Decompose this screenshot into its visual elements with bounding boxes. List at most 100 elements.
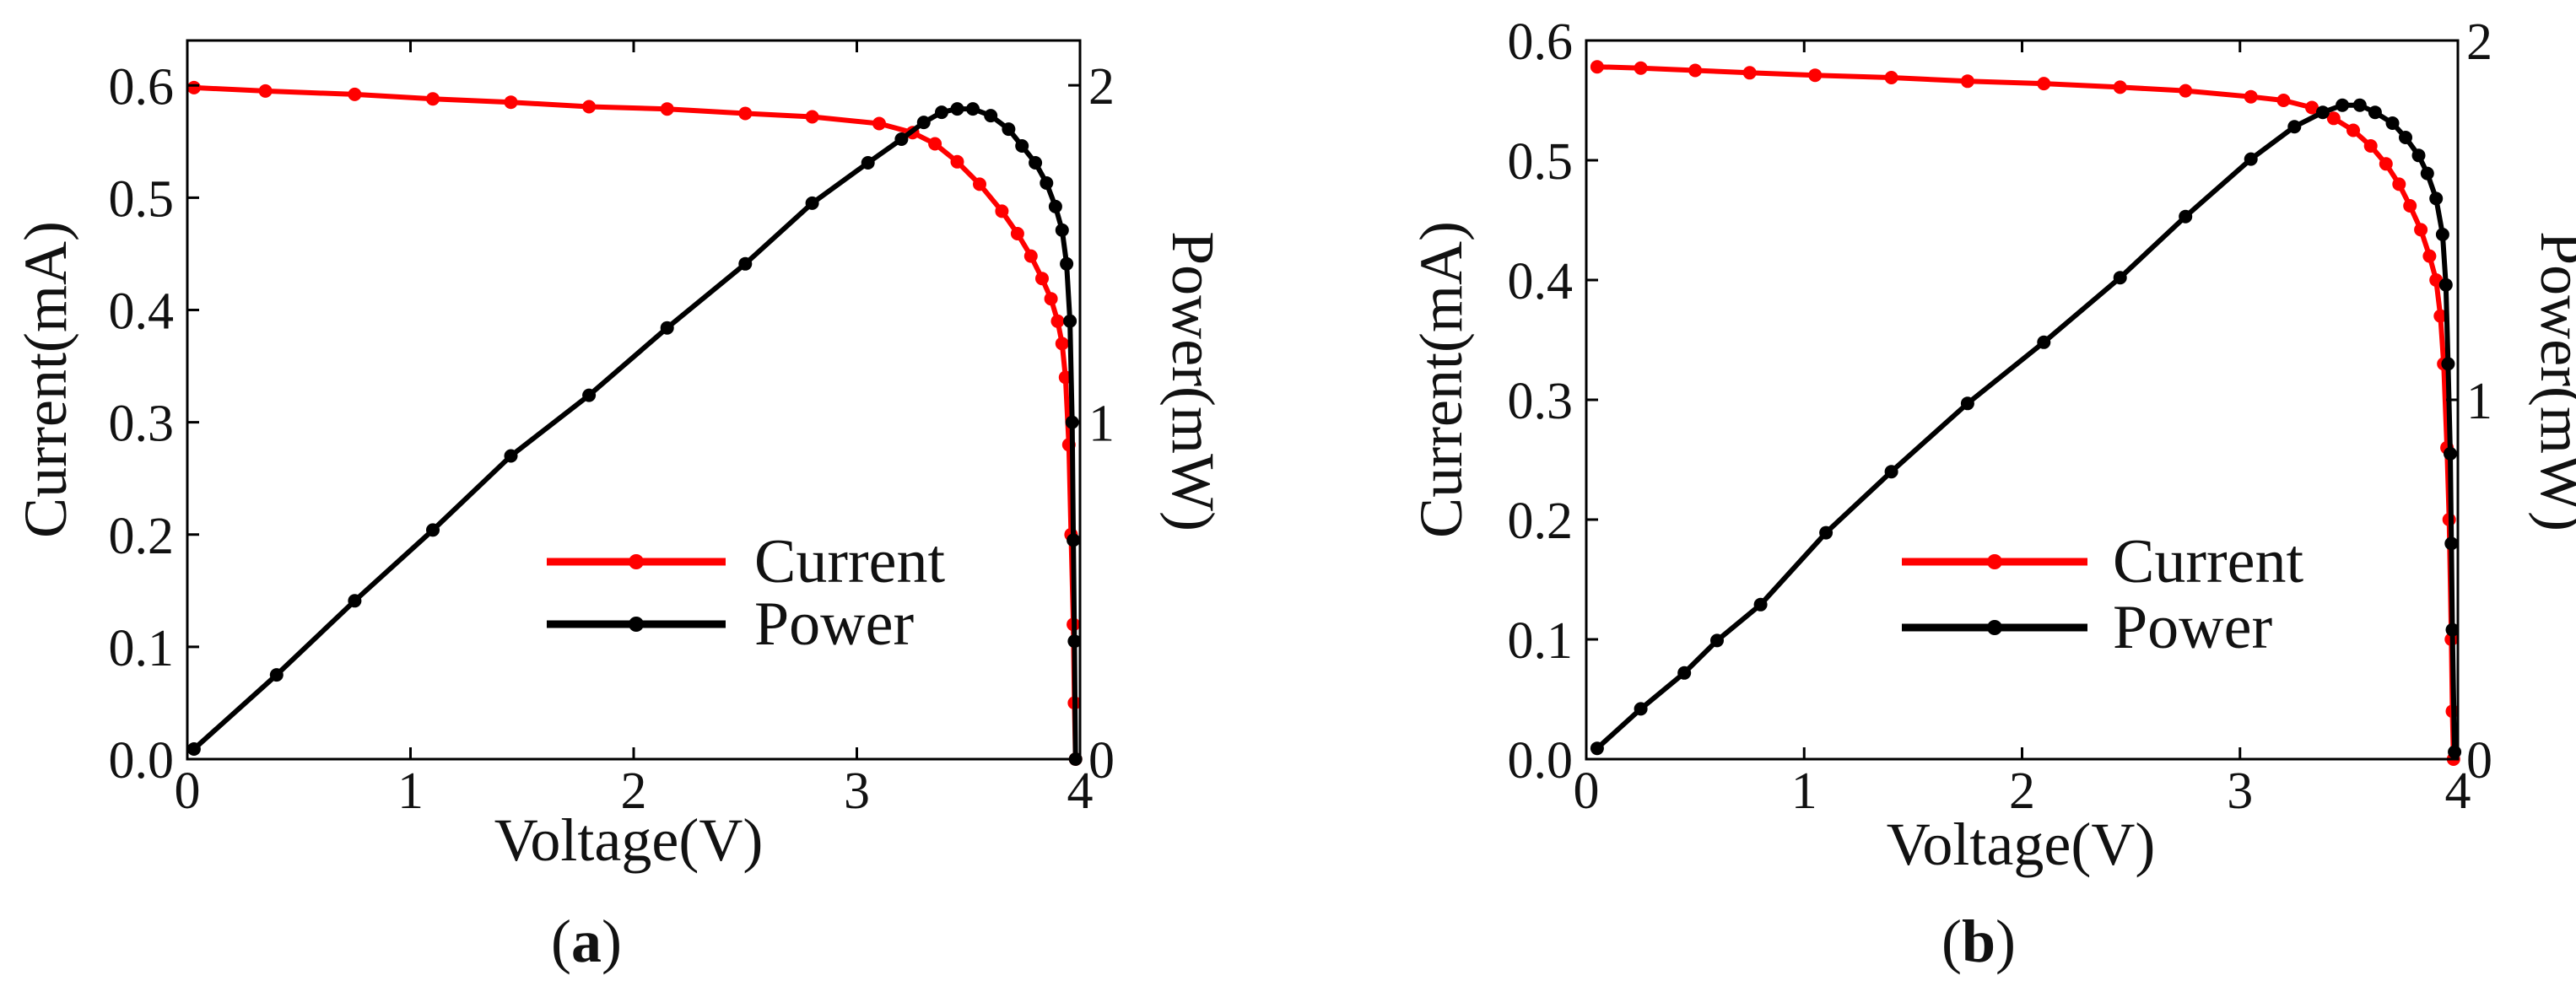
power-point-b-2: [1677, 666, 1692, 680]
x-tick-label-b-3: 3: [2227, 763, 2253, 820]
current-point-b-4: [1808, 68, 1823, 83]
legend-b: Current Power: [1902, 527, 2303, 662]
panel-label-a: (a): [551, 908, 622, 975]
power-point-b-21: [2429, 191, 2444, 206]
power-point-a-5: [582, 388, 597, 402]
current-point-b-7: [2037, 77, 2051, 91]
current-point-a-20: [1055, 337, 1069, 351]
y-axis-title-b: Current(mA): [1407, 221, 1475, 538]
current-point-a-1: [258, 84, 273, 98]
current-point-b-3: [1742, 66, 1757, 80]
current-point-b-12: [2305, 100, 2319, 115]
current-point-a-9: [872, 116, 886, 131]
current-point-a-2: [348, 87, 362, 101]
current-point-a-7: [738, 106, 753, 121]
power-point-b-0: [1590, 741, 1604, 756]
power-point-b-22: [2435, 228, 2449, 241]
legend-current-marker-b: [1987, 554, 2002, 569]
power-point-b-14: [2336, 98, 2350, 112]
current-point-b-16: [2379, 157, 2393, 171]
x-axis-title-a: Voltage(V): [494, 806, 764, 874]
power-point-b-25: [2444, 446, 2457, 461]
power-point-a-2: [348, 594, 362, 608]
power-point-b-27: [2445, 622, 2460, 637]
power-point-b-3: [1710, 633, 1724, 648]
power-point-a-10: [894, 132, 909, 146]
power-point-b-6: [1884, 465, 1898, 479]
chart-panel-a: 0 1 2 3 4 0.0 0.1 0.2 0.3 0.4 0.5 0.6 0 1 2 Voltage(V)…: [12, 39, 1227, 975]
power-point-a-16: [1002, 122, 1016, 137]
x-tick-label-b-2: 2: [2009, 763, 2035, 820]
current-point-a-11: [928, 137, 942, 151]
power-point-b-19: [2411, 148, 2426, 163]
y2-tick-label-b-1: 1: [2466, 373, 2492, 430]
current-point-b-5: [1884, 71, 1898, 84]
y-axis-title-a: Current(mA): [12, 221, 79, 538]
legend-power-marker-a: [629, 617, 644, 632]
power-point-a-22: [1060, 256, 1074, 271]
legend-current-marker-a: [629, 554, 644, 569]
current-point-a-0: [186, 80, 201, 94]
y2-tick-label-b-0: 0: [2466, 732, 2492, 790]
power-point-a-9: [861, 156, 875, 170]
y-tick-label-b-2: 0.2: [1508, 493, 1574, 550]
plot-layer-a: [186, 80, 1083, 766]
power-point-b-23: [2438, 278, 2453, 292]
power-point-a-21: [1055, 223, 1069, 237]
y-tick-label-a-4: 0.4: [109, 283, 175, 341]
power-point-a-8: [805, 196, 819, 210]
power-point-a-4: [504, 449, 518, 463]
current-point-a-19: [1050, 314, 1065, 328]
ticks-a: 0 1 2 3 4 0.0 0.1 0.2 0.3 0.4 0.5 0.6 0 1 2: [109, 40, 1115, 820]
y-tick-label-b-0: 0.0: [1508, 732, 1574, 790]
power-point-b-9: [2113, 271, 2127, 285]
power-point-a-23: [1063, 314, 1077, 328]
y2-tick-label-a-0: 0: [1088, 732, 1115, 790]
current-point-a-8: [805, 110, 819, 124]
power-point-a-13: [950, 102, 964, 116]
y-tick-label-b-5: 0.5: [1508, 133, 1574, 191]
power-point-a-11: [916, 116, 931, 130]
power-point-b-15: [2352, 98, 2367, 112]
power-point-b-10: [2179, 209, 2193, 224]
y2-axis-title-b: Power(mW): [2528, 231, 2576, 531]
current-point-b-19: [2414, 223, 2428, 237]
power-point-a-26: [1067, 634, 1082, 649]
current-point-b-11: [2276, 94, 2291, 107]
current-point-b-1: [1634, 61, 1648, 75]
legend-power-marker-b: [1987, 620, 2002, 635]
plot-layer-b: [1590, 60, 2462, 766]
power-point-b-13: [2315, 105, 2330, 120]
power-point-a-15: [984, 109, 998, 123]
power-point-a-1: [269, 668, 284, 682]
power-point-a-7: [738, 256, 753, 271]
legend-current-label-b: Current: [2113, 527, 2303, 596]
power-point-b-28: [2448, 745, 2462, 759]
current-point-a-14: [995, 204, 1009, 218]
x-tick-label-b-1: 1: [1791, 763, 1817, 820]
y2-tick-label-a-2: 2: [1088, 58, 1115, 116]
power-point-b-11: [2244, 152, 2258, 166]
panel-label-close-a: ): [602, 908, 622, 975]
panel-label-letter-a: a: [571, 908, 602, 975]
power-point-a-18: [1029, 156, 1043, 170]
power-point-b-16: [2368, 105, 2382, 120]
x-tick-label-a-0: 0: [175, 763, 201, 820]
power-point-b-4: [1753, 597, 1768, 612]
y2-tick-label-b-2: 2: [2466, 13, 2492, 71]
power-point-b-18: [2399, 131, 2412, 144]
y2-axis-title-a: Power(mW): [1159, 231, 1227, 531]
x-tick-label-a-4: 4: [1067, 763, 1094, 820]
current-point-b-6: [1960, 74, 1974, 89]
current-point-a-3: [426, 92, 440, 106]
power-point-b-20: [2420, 166, 2434, 181]
power-point-a-3: [426, 523, 440, 537]
power-point-a-12: [935, 105, 948, 120]
power-point-b-17: [2385, 116, 2400, 130]
power-point-a-0: [186, 742, 201, 756]
power-point-b-12: [2287, 120, 2302, 134]
current-point-b-15: [2363, 139, 2378, 153]
current-point-b-22: [2433, 309, 2448, 323]
current-point-a-4: [504, 95, 518, 110]
